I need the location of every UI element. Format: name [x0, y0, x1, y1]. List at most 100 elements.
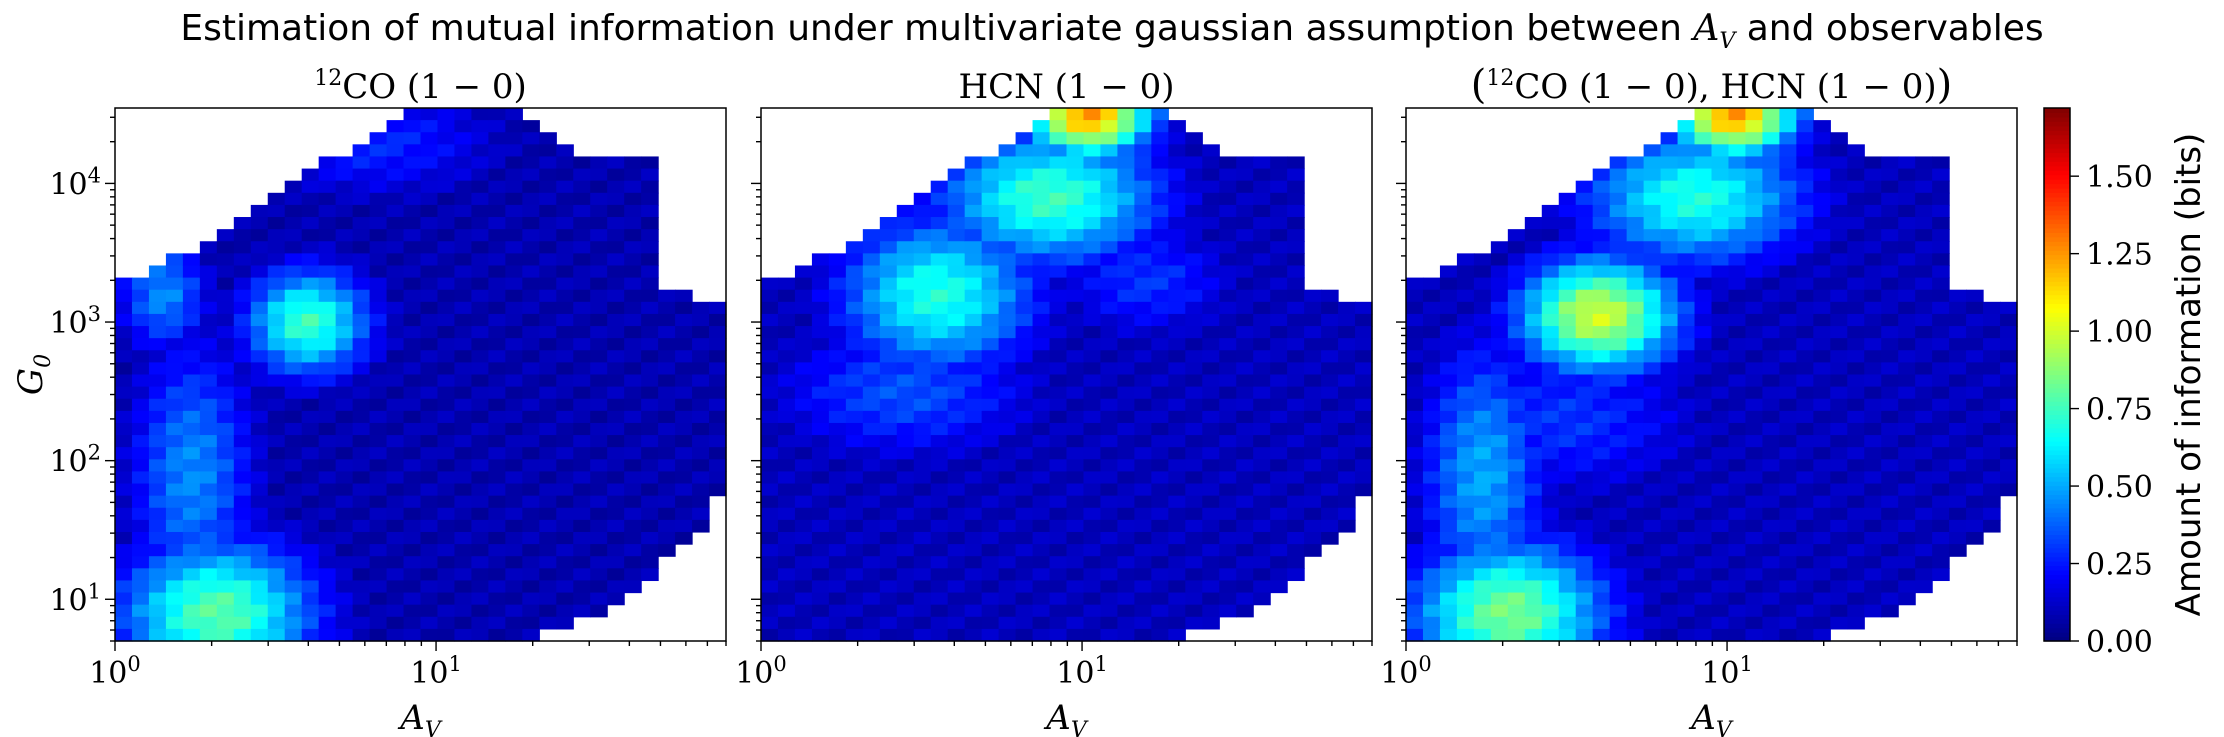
heatmap-cell [420, 568, 439, 582]
heatmap-cell [1881, 447, 1899, 460]
heatmap-cell [488, 350, 506, 363]
heatmap-cell [1219, 604, 1237, 618]
heatmap-cell [573, 519, 591, 533]
heatmap-cell [1185, 580, 1203, 594]
heatmap-cell [1439, 592, 1458, 606]
heatmap-cell [607, 374, 625, 388]
colorbar-segment [2044, 290, 2070, 296]
heatmap-cell [692, 447, 710, 460]
heatmap-cell [777, 374, 796, 388]
heatmap-cell [1864, 326, 1882, 339]
heatmap-cell [1287, 253, 1305, 267]
heatmap-cell [1847, 604, 1865, 618]
heatmap-cell [318, 531, 337, 545]
heatmap-cell [811, 628, 830, 642]
heatmap-cell [267, 628, 286, 642]
colorbar-segment [2044, 227, 2070, 233]
heatmap-cell [1881, 277, 1899, 291]
heatmap-cell [607, 531, 625, 545]
heatmap-cell [199, 398, 218, 412]
heatmap-cell [1881, 519, 1899, 533]
heatmap-cell [369, 180, 388, 194]
heatmap-cell [1592, 483, 1611, 497]
heatmap-cell [1219, 459, 1237, 473]
heatmap-cell [1355, 362, 1373, 376]
heatmap-cell [879, 362, 898, 376]
heatmap-cell [1830, 156, 1848, 170]
heatmap-cell [1287, 168, 1305, 182]
heatmap-cell [862, 241, 881, 254]
heatmap-cell [1304, 362, 1322, 376]
heatmap-cell [1490, 483, 1509, 497]
heatmap-cell [930, 180, 949, 194]
heatmap-cell [1100, 350, 1119, 363]
heatmap-cell [862, 459, 881, 473]
heatmap-cell [1541, 350, 1560, 363]
heatmap-cell [913, 313, 932, 327]
heatmap-cell [352, 204, 371, 218]
heatmap-cell [1100, 410, 1119, 424]
heatmap-cell [1898, 168, 1916, 182]
heatmap-cell [1507, 519, 1526, 533]
heatmap-cell [879, 495, 898, 509]
heatmap-cell [454, 156, 473, 170]
heatmap-cell [403, 108, 422, 121]
heatmap-cell [1728, 592, 1747, 606]
colorbar-segment [2044, 365, 2070, 371]
heatmap-cell [998, 362, 1017, 376]
colorbar-segment [2044, 307, 2070, 313]
colorbar-segment [2044, 405, 2070, 411]
heatmap-cell [1745, 386, 1764, 400]
heatmap-cell [930, 241, 949, 254]
heatmap-cell [1592, 422, 1611, 436]
heatmap-cell [556, 192, 574, 206]
heatmap-cell [1270, 277, 1288, 291]
heatmap-cell [131, 326, 150, 339]
heatmap-cell [1456, 447, 1475, 460]
heatmap-cell [233, 398, 252, 412]
heatmap-cell [1915, 217, 1933, 230]
colorbar-segment [2044, 618, 2070, 624]
heatmap-cell [1066, 604, 1085, 618]
heatmap-cell [1932, 204, 1950, 218]
heatmap-cell [1575, 544, 1594, 557]
heatmap-cell [1083, 592, 1102, 606]
heatmap-cell [216, 447, 235, 460]
heatmap-cell [352, 495, 371, 509]
heatmap-cell [1728, 483, 1747, 497]
heatmap-cell [709, 338, 727, 351]
heatmap-cell [761, 326, 779, 339]
heatmap-cell [1932, 398, 1950, 412]
heatmap-cell [403, 120, 422, 133]
heatmap-cell [420, 338, 439, 351]
heatmap-cell [1507, 362, 1526, 376]
heatmap-cell [1304, 374, 1322, 388]
heatmap-cell [947, 204, 966, 218]
heatmap-cell [1779, 447, 1797, 460]
heatmap-cell [1779, 313, 1797, 327]
heatmap-cell [573, 265, 591, 279]
heatmap-cell [1745, 132, 1764, 145]
heatmap-cell [1728, 568, 1747, 582]
heatmap-cell [947, 192, 966, 206]
heatmap-cell [641, 556, 659, 569]
heatmap-cell [947, 422, 966, 436]
heatmap-cell [1219, 483, 1237, 497]
heatmap-cell [794, 313, 813, 327]
heatmap-cell [1490, 519, 1509, 533]
heatmap-cell [403, 398, 422, 412]
heatmap-cell [1168, 132, 1186, 145]
heatmap-cell [794, 531, 813, 545]
heatmap-cell [845, 471, 864, 485]
heatmap-cell [165, 483, 184, 497]
heatmap-cell [1117, 204, 1135, 218]
heatmap-cell [590, 277, 608, 291]
heatmap-cell [471, 422, 489, 436]
y-tick-label: 101 [49, 579, 101, 618]
heatmap-cell [1711, 447, 1730, 460]
heatmap-cell [1406, 604, 1424, 618]
heatmap-cell [250, 604, 269, 618]
heatmap-cell [1151, 204, 1169, 218]
heatmap-cell [1253, 313, 1271, 327]
heatmap-cell [1253, 507, 1271, 521]
